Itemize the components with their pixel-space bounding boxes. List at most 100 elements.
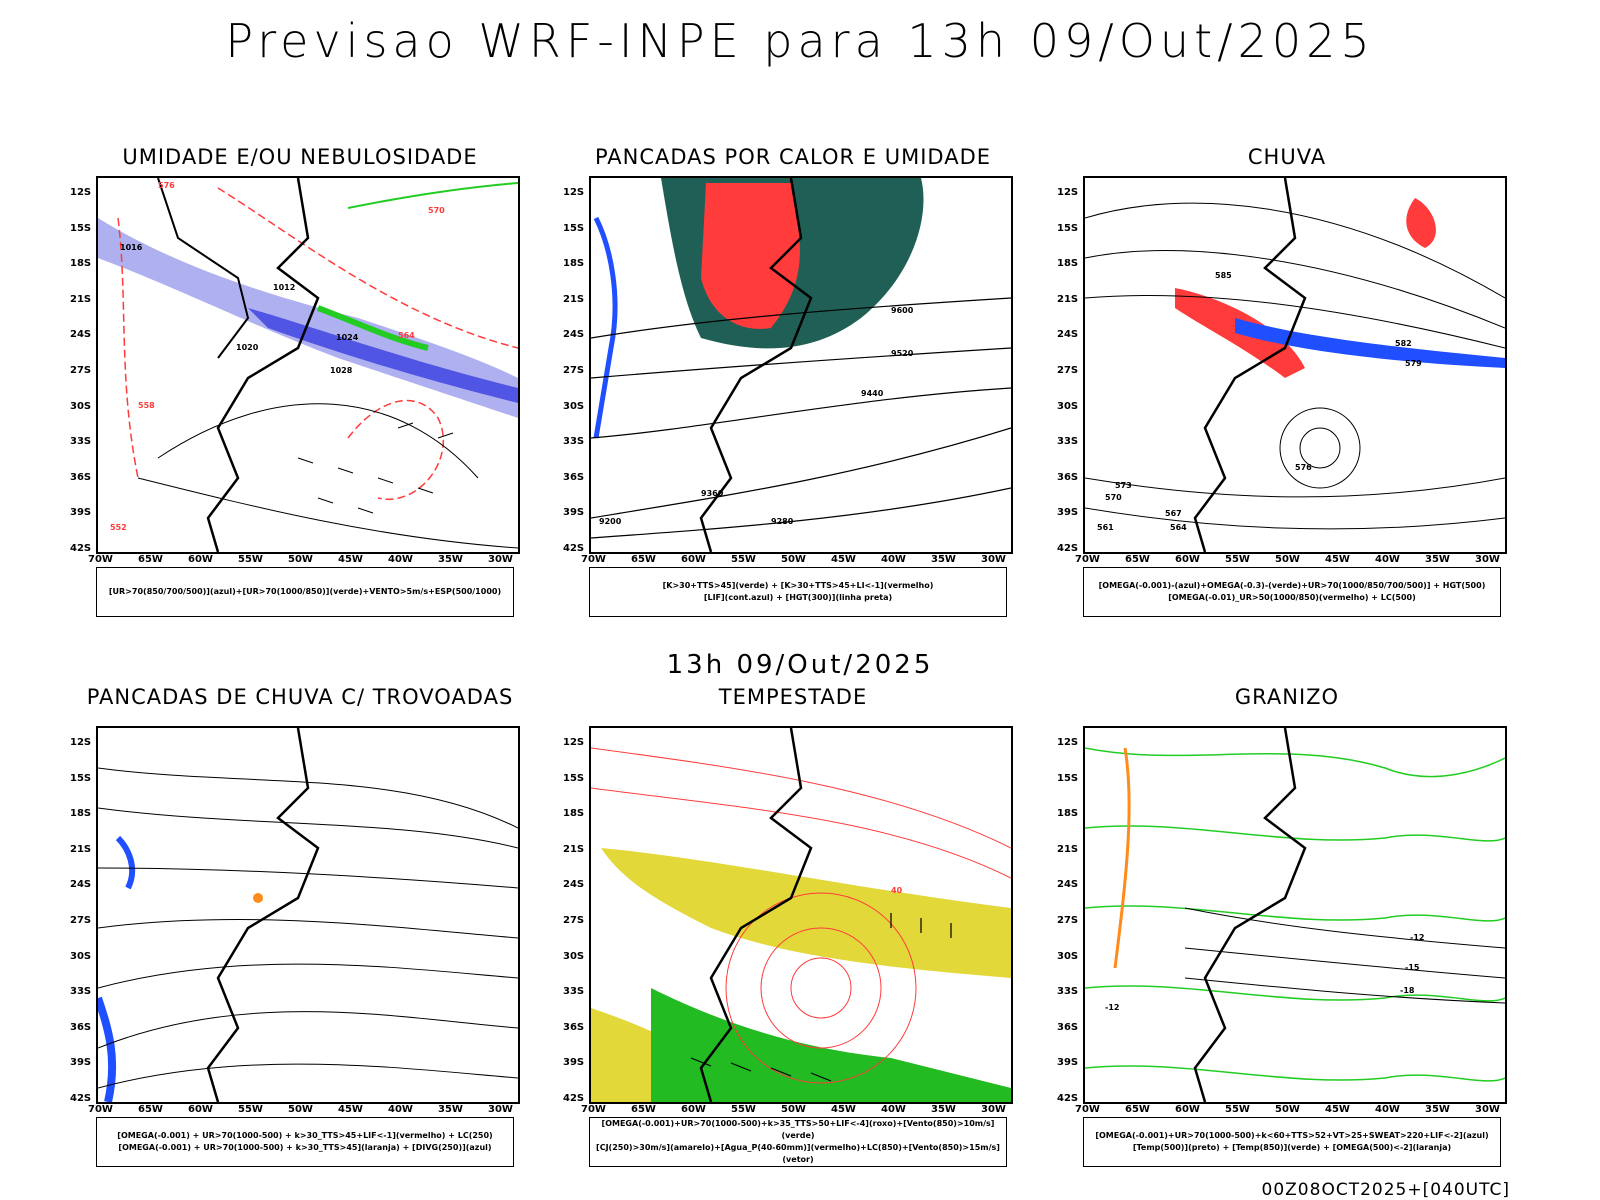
lat-tick-label: 24S (70, 329, 92, 341)
panel-title-chuva: CHUVA (1247, 145, 1327, 169)
contour-label: 570 (1105, 493, 1122, 502)
coastline (1193, 728, 1307, 1102)
lc-contour-red-line (591, 747, 1011, 849)
panel-title-trovoadas: PANCADAS DE CHUVA C/ TROVOADAS (86, 685, 514, 709)
lat-tick-label: 24S (1057, 329, 1079, 341)
lon-tick-label: 55W (238, 554, 263, 565)
temp850-green (1085, 1065, 1505, 1082)
lon-tick-label: 30W (981, 1104, 1006, 1115)
wind-850-green (651, 988, 1011, 1102)
lon-tick-label: 60W (681, 1104, 706, 1115)
lat-tick-label: 30S (1057, 950, 1079, 962)
lc-contour-red (760, 927, 882, 1049)
map-pancadas-calor[interactable]: 9600 9520 9440 9360 9280 9200 (589, 176, 1013, 554)
map-chuva[interactable]: 585 582 579 576 573 570 567 564 561 (1083, 176, 1507, 554)
lat-tick-label: 42S (70, 1093, 92, 1104)
lon-tick-label: 65W (631, 554, 656, 565)
lat-tick-label: 42S (1057, 1093, 1079, 1104)
lon-tick-label: 70W (1075, 554, 1100, 565)
lon-tick-label: 35W (438, 554, 463, 565)
map-umidade[interactable]: 1024 1012 1016 1020 1028 576 570 564 558… (96, 176, 520, 554)
lon-tick-label: 40W (1375, 554, 1400, 565)
contour-label: 9520 (891, 349, 914, 358)
coastline (206, 178, 320, 552)
wind-vectors (297, 422, 454, 514)
map-granizo-canvas: -12 -12 -15 -18 (1085, 728, 1505, 1102)
hgt-contour-1 (591, 297, 1011, 339)
streamline-3 (98, 867, 518, 889)
lon-tick-label: 50W (1275, 1104, 1300, 1115)
contour-label: 558 (138, 401, 155, 410)
green-contour (347, 182, 518, 209)
lat-tick-label: 27S (1057, 365, 1079, 376)
lon-tick-label: 30W (981, 554, 1006, 565)
streamline-4 (1085, 477, 1505, 498)
coastline (206, 728, 320, 1102)
lon-tick-label: 45W (831, 1104, 856, 1115)
legend-line: [OMEGA(-0.001)+UR>70(1000-500)+k>35_TTS>… (601, 1119, 995, 1140)
lon-tick-label: 35W (438, 1104, 463, 1115)
lat-tick-label: 42S (563, 543, 585, 554)
lat-tick-label: 27S (563, 915, 585, 926)
lat-tick-label: 21S (70, 293, 92, 305)
lat-tick-label: 12S (563, 737, 585, 748)
contour-label: 9280 (771, 517, 794, 526)
contour-label: 1028 (330, 366, 353, 375)
lat-tick-label: 21S (563, 843, 585, 855)
streamline-5 (1085, 507, 1505, 530)
map-trovoadas[interactable] (96, 726, 520, 1104)
low-pressure-circle (1279, 407, 1361, 489)
streamline-5 (98, 963, 518, 989)
lat-tick-label: 39S (70, 1057, 92, 1069)
rain-area-red-2 (1406, 198, 1436, 248)
lon-tick-label: 35W (931, 554, 956, 565)
lat-tick-label: 12S (70, 187, 92, 198)
lon-tick-label: 60W (188, 1104, 213, 1115)
low-pressure-circle (1299, 427, 1341, 469)
lat-tick-label: 18S (1057, 258, 1079, 270)
lat-tick-label: 15S (70, 222, 92, 234)
humidity-band-blue (248, 308, 518, 403)
lat-tick-label: 33S (1057, 436, 1079, 448)
panel-title-granizo: GRANIZO (1234, 685, 1340, 709)
wind-vectors (690, 913, 952, 1082)
omega-orange (1113, 747, 1131, 969)
lat-tick-label: 42S (70, 543, 92, 554)
lat-tick-label: 39S (1057, 1057, 1079, 1069)
lon-tick-label: 55W (1225, 554, 1250, 565)
coastline (699, 178, 813, 552)
temp850-green (1085, 825, 1505, 842)
streamline-1 (1085, 202, 1505, 299)
lat-tick-label: 33S (563, 436, 585, 448)
lat-tick-label: 12S (563, 187, 585, 198)
isobar-2 (157, 403, 479, 479)
lc-contour-red (790, 957, 852, 1019)
lc-contour-red-line (591, 787, 1011, 879)
lat-tick-label: 39S (563, 1057, 585, 1069)
map-granizo[interactable]: -12 -12 -15 -18 (1083, 726, 1507, 1104)
contour-label: 573 (1115, 481, 1132, 490)
legend-line: [OMEGA(-0.01)_UR>50(1000/850)(vermelho) … (1168, 593, 1416, 602)
lon-tick-label: 55W (1225, 1104, 1250, 1115)
lat-tick-label: 15S (563, 772, 585, 784)
lon-tick-label: 55W (731, 554, 756, 565)
contour-label: 9360 (701, 489, 724, 498)
lon-tick-label: 70W (581, 554, 606, 565)
lat-tick-label: 18S (70, 258, 92, 270)
legend-line: [OMEGA(-0.001) + UR>70(1000-500) + k>30_… (117, 1131, 493, 1140)
streamline-4 (98, 918, 518, 939)
lon-tick-label: 45W (338, 1104, 363, 1115)
streamline-7 (98, 1063, 518, 1089)
temp850-green (1085, 905, 1505, 922)
lon-tick-label: 65W (138, 1104, 163, 1115)
lon-tick-label: 40W (388, 1104, 413, 1115)
contour-label: 582 (1395, 339, 1412, 348)
map-tempestade[interactable]: 40 (589, 726, 1013, 1104)
lat-tick-label: 24S (563, 329, 585, 341)
temp500-black (1184, 977, 1505, 1004)
streamline-2 (98, 807, 518, 849)
lat-tick-label: 24S (563, 879, 585, 891)
map-chuva-canvas: 585 582 579 576 573 570 567 564 561 (1085, 178, 1505, 552)
red-thickness-contour-2 (217, 187, 518, 349)
hgt-contour-3 (591, 387, 1011, 439)
